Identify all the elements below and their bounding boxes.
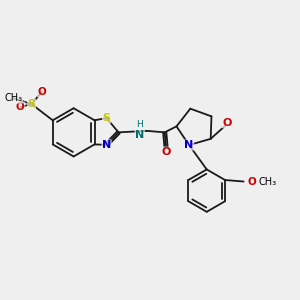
Text: N: N (135, 130, 144, 140)
Text: O: O (248, 176, 256, 187)
Text: O: O (222, 118, 232, 128)
Text: N: N (102, 140, 111, 150)
Text: O: O (161, 147, 171, 157)
Text: N: N (184, 140, 194, 150)
Text: CH₃: CH₃ (4, 93, 22, 103)
Text: O: O (16, 102, 25, 112)
Text: S: S (103, 113, 110, 123)
Text: CH₃: CH₃ (258, 176, 276, 187)
Text: O: O (38, 87, 46, 97)
Text: S: S (28, 99, 35, 109)
Text: H: H (136, 120, 143, 129)
